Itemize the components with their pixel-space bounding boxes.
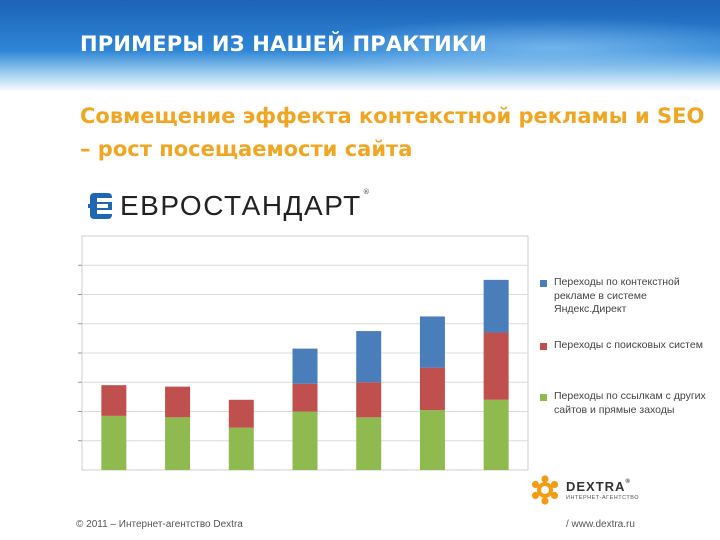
bar-segment-links (228, 427, 254, 470)
slide-subtitle: Совмещение эффекта контекстной рекламы и… (80, 104, 705, 161)
dextra-logo: DEXTRA® ИНТЕРНЕТ-АГЕНТСТВО (530, 475, 639, 505)
bar-segment-context (419, 316, 445, 368)
bar-segment-context (483, 279, 509, 333)
dextra-gear-icon (531, 475, 559, 505)
header-glow (300, 18, 720, 78)
bar-segment-context (292, 348, 318, 384)
legend-item-context: Переходы по контекстной рекламе в систем… (540, 276, 718, 317)
dextra-name: DEXTRA (566, 479, 626, 494)
footer-copyright: © 2011 – Интернет-агентство Dextra (76, 519, 243, 530)
client-logo-registered: ® (362, 188, 370, 196)
legend-item-search: Переходы с поисковых систем (540, 339, 718, 353)
legend-swatch-context (540, 280, 547, 287)
legend-label-context: Переходы по контекстной рекламе в систем… (554, 276, 680, 315)
legend-swatch-links (540, 394, 547, 401)
chart-legend: Переходы по контекстной рекламе в систем… (540, 276, 718, 417)
bar-segment-search (356, 382, 382, 418)
slide-title: ПРИМЕРЫ ИЗ НАШЕЙ ПРАКТИКИ (80, 32, 488, 56)
bar-segment-search (165, 386, 191, 418)
bar-segment-links (292, 411, 318, 470)
bar-segment-search (419, 367, 445, 411)
legend-label-search: Переходы с поисковых систем (554, 338, 703, 351)
bar-segment-search (101, 385, 127, 416)
dextra-tagline: ИНТЕРНЕТ-АГЕНТСТВО (566, 495, 640, 501)
slide-header: ПРИМЕРЫ ИЗ НАШЕЙ ПРАКТИКИ (0, 0, 720, 92)
bar-segment-links (165, 417, 191, 470)
bar-segment-links (101, 415, 127, 470)
client-logo-text: ЕВРОСТАНДАРТ (120, 190, 362, 221)
legend-swatch-search (540, 342, 547, 350)
bar-segment-links (419, 410, 445, 470)
client-logo: ЕВРОСТАНДАРТ ® (88, 188, 370, 224)
dextra-registered: ® (625, 479, 631, 485)
legend-label-links: Переходы по ссылкам с других сайтов и пр… (554, 390, 706, 416)
bar-segment-links (356, 417, 382, 470)
bar-segment-search (483, 332, 509, 400)
bar-segment-links (483, 399, 509, 470)
bar-segment-search (292, 383, 318, 412)
chart-bars (101, 279, 509, 470)
evrostandart-logo-icon (88, 193, 112, 219)
bar-segment-context (356, 331, 382, 383)
bar-segment-search (228, 399, 254, 428)
legend-item-links: Переходы по ссылкам с других сайтов и пр… (540, 390, 718, 417)
footer-url: / www.dextra.ru (566, 519, 635, 530)
